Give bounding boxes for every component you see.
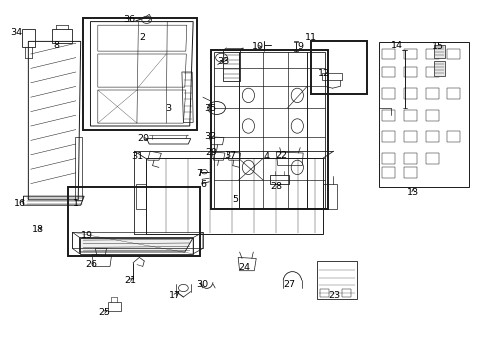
Text: 8: 8 — [53, 40, 59, 49]
Text: 12: 12 — [318, 69, 329, 78]
Text: 20: 20 — [138, 134, 149, 143]
Bar — [447, 49, 459, 59]
Bar — [404, 49, 416, 59]
Text: 3: 3 — [165, 104, 171, 112]
Text: 21: 21 — [124, 276, 136, 284]
Bar — [426, 131, 438, 142]
Text: 15: 15 — [431, 42, 443, 51]
Bar — [320, 289, 328, 297]
Text: 29: 29 — [205, 148, 217, 157]
Bar — [382, 67, 394, 77]
Bar — [447, 131, 459, 142]
Text: 1: 1 — [73, 199, 79, 208]
Bar — [426, 153, 438, 164]
Text: 37: 37 — [224, 151, 235, 160]
Bar — [404, 110, 416, 121]
Text: 17: 17 — [169, 291, 181, 300]
Bar — [426, 67, 438, 77]
Bar — [382, 88, 394, 99]
Bar — [426, 88, 438, 99]
Text: 36: 36 — [123, 15, 135, 24]
Text: 2: 2 — [139, 33, 144, 42]
Bar — [426, 110, 438, 121]
Text: 31: 31 — [131, 152, 142, 161]
Polygon shape — [433, 61, 444, 76]
Text: 16: 16 — [14, 199, 26, 208]
Polygon shape — [80, 238, 193, 252]
Text: 28: 28 — [270, 181, 282, 191]
Text: 23: 23 — [327, 292, 339, 300]
Text: 34: 34 — [11, 28, 22, 37]
Bar — [404, 167, 416, 178]
Bar — [404, 131, 416, 142]
Text: 9: 9 — [297, 42, 303, 51]
Bar — [342, 289, 350, 297]
Bar — [382, 153, 394, 164]
Bar — [382, 110, 394, 121]
Text: 14: 14 — [390, 40, 402, 49]
Bar — [404, 67, 416, 77]
Bar — [404, 153, 416, 164]
Text: 22: 22 — [275, 151, 286, 160]
Bar — [404, 88, 416, 99]
Text: 4: 4 — [263, 152, 269, 161]
Text: 6: 6 — [200, 180, 206, 189]
Text: 19: 19 — [81, 231, 93, 240]
Text: 26: 26 — [85, 260, 97, 269]
Text: 24: 24 — [238, 264, 250, 272]
Text: 11: 11 — [305, 33, 316, 42]
Polygon shape — [433, 45, 444, 58]
Text: 18: 18 — [32, 225, 44, 234]
Text: 7: 7 — [196, 169, 202, 178]
Text: 5: 5 — [232, 195, 238, 204]
Bar — [294, 41, 298, 42]
Text: 10: 10 — [251, 42, 263, 51]
Text: 33: 33 — [216, 57, 229, 66]
Text: 25: 25 — [98, 307, 110, 317]
Text: 32: 32 — [204, 132, 216, 140]
Bar — [426, 49, 438, 59]
Text: 13: 13 — [407, 188, 418, 197]
Bar — [447, 88, 459, 99]
Bar — [382, 131, 394, 142]
Text: 35: 35 — [204, 104, 216, 112]
Bar — [382, 167, 394, 178]
Text: 27: 27 — [283, 280, 295, 289]
Text: 30: 30 — [196, 280, 207, 289]
Bar — [382, 49, 394, 59]
Bar — [294, 49, 298, 51]
